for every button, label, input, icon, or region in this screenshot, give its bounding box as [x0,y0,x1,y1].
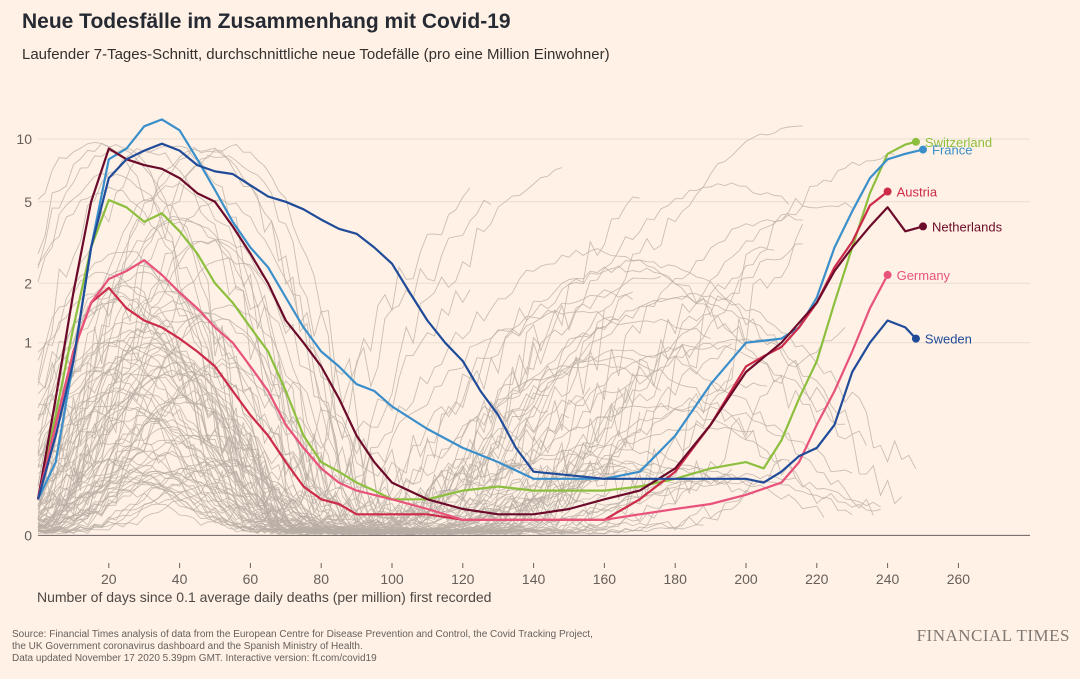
series-line-germany [36,259,889,521]
x-axis-label: Number of days since 0.1 average daily d… [37,589,492,605]
other-country-line [37,276,662,534]
series-endpoint-austria [883,187,892,196]
other-country-line [37,479,704,535]
x-tick-label: 160 [593,571,617,587]
other-country-line [37,339,747,532]
x-tick-label: 240 [876,571,900,587]
series-line-netherlands [36,147,924,516]
highlighted-series [36,118,924,521]
series-label-netherlands: Netherlands [932,219,1003,234]
other-country-line [37,410,733,535]
series-label-austria: Austria [897,185,938,200]
chart-subtitle: Laufender 7-Tages-Schnitt, durchschnittl… [22,46,610,63]
other-country-line [37,367,733,536]
series-endpoint-switzerland [911,137,920,146]
series-line-france [37,118,924,500]
x-tick-label: 40 [172,571,188,587]
y-tick-label: 5 [24,194,32,210]
other-country-line [37,314,853,525]
x-tick-label: 180 [664,571,688,587]
grid-lines [38,138,1030,344]
series-label-sweden: Sweden [925,332,972,347]
series-endpoint-netherlands [919,222,927,231]
other-country-line [37,146,782,532]
other-country-line [37,341,754,536]
x-tick-label: 200 [734,571,758,587]
series-label-france: France [932,143,972,158]
other-country-line [37,248,747,528]
other-country-line [37,202,853,535]
x-tick-label: 20 [101,571,117,587]
series-endpoint-germany [883,270,892,279]
y-tick-label: 1 [24,335,32,351]
source-line-1: Source: Financial Times analysis of data… [12,629,593,640]
other-country-lines [37,125,917,536]
y-tick-label: 2 [24,275,32,291]
other-country-line [37,154,846,528]
x-tick-label: 60 [243,571,259,587]
source-line-3: Data updated November 17 2020 5.39pm GMT… [12,653,377,664]
series-line-austria [36,190,889,521]
x-tick-label: 100 [380,571,404,587]
y-tick-label: 10 [16,131,32,147]
other-country-line [37,362,535,536]
other-country-line [37,199,818,529]
other-country-line [37,125,803,535]
ft-logo: FINANCIAL TIMES [916,626,1070,645]
series-label-germany: Germany [897,268,951,283]
series-endpoint-france [919,145,927,154]
x-tick-label: 220 [805,571,829,587]
series-line-sweden [36,142,917,500]
x-tick-label: 140 [522,571,546,587]
other-country-line [37,259,903,534]
other-country-line [37,214,803,535]
other-country-line [37,147,605,525]
axes: 0 1 2 5 10 20 40 60 80 100 120 140 160 180 200 220 240 26… [16,131,1030,587]
series-line-switzerland [36,140,917,501]
x-tick-label: 80 [313,571,329,587]
source-line-2: the UK Government coronavirus dashboard … [12,641,363,652]
other-country-line [37,287,825,535]
x-tick-label: 260 [947,571,971,587]
series-endpoint-sweden [911,334,920,343]
y-tick-label: 0 [24,527,32,543]
other-country-line [37,264,655,532]
other-country-line [37,357,591,535]
other-country-line [37,145,711,526]
series-label-switzerland: Switzerland [925,135,992,150]
source-note: Source: Financial Times analysis of data… [12,629,712,665]
other-country-line [37,293,917,535]
chart-title: Neue Todesfälle im Zusammenhang mit Covi… [22,10,511,33]
x-tick-label: 120 [451,571,475,587]
other-country-line [37,196,640,530]
